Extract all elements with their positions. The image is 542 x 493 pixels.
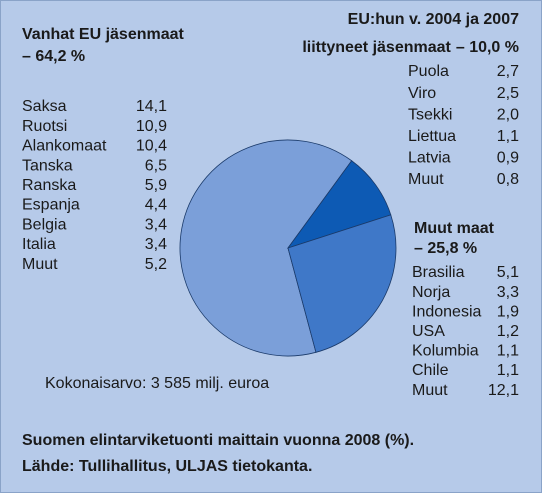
country-share: 1,1 xyxy=(497,362,519,379)
country-share: 3,3 xyxy=(497,284,519,301)
country-name: Tsekki xyxy=(408,106,452,123)
country-name: Espanja xyxy=(22,197,80,214)
country-name: USA xyxy=(412,323,445,340)
country-share: 1,2 xyxy=(497,323,519,340)
country-share: 4,4 xyxy=(145,197,167,214)
country-share: 5,2 xyxy=(145,256,167,273)
country-share: 2,5 xyxy=(497,85,519,102)
group-heading: Muut maat xyxy=(414,220,495,237)
group-heading: liittyneet jäsenmaat – 10,0 % xyxy=(302,39,519,56)
country-share: 2,0 xyxy=(497,106,519,123)
country-name: Alankomaat xyxy=(22,138,107,155)
group-share: – 10,0 % xyxy=(456,39,519,56)
country-share: 5,1 xyxy=(497,264,519,281)
country-name: Saksa xyxy=(22,98,67,115)
country-share: 1,1 xyxy=(497,128,519,145)
country-share: 10,9 xyxy=(136,118,167,135)
country-name: Liettua xyxy=(408,128,456,145)
group-heading: Vanhat EU jäsenmaat xyxy=(22,26,185,43)
group-heading-part: EU:hun v. 2004 ja 2007 xyxy=(348,11,519,28)
country-share: 0,9 xyxy=(497,150,519,167)
country-name: Indonesia xyxy=(412,303,481,320)
country-share: 12,1 xyxy=(488,382,519,399)
country-share: 5,9 xyxy=(145,177,167,194)
country-name: Italia xyxy=(22,236,56,253)
caption: Lähde: Tullihallitus, ULJAS tietokanta. xyxy=(22,458,312,475)
country-name: Muut xyxy=(412,382,448,399)
country-name: Kolumbia xyxy=(412,343,479,360)
country-name: Norja xyxy=(412,284,450,301)
pie-slice xyxy=(179,139,353,357)
group-share: – 64,2 % xyxy=(22,48,85,65)
country-name: Tanska xyxy=(22,157,73,174)
total-note: Kokonaisarvo: 3 585 milj. euroa xyxy=(45,375,269,392)
country-name: Ranska xyxy=(22,177,76,194)
country-share: 3,4 xyxy=(145,236,167,253)
country-name: Chile xyxy=(412,362,449,379)
country-share: 14,1 xyxy=(136,98,167,115)
group-heading-part: liittyneet jäsenmaat xyxy=(302,39,451,56)
group-share: – 25,8 % xyxy=(414,240,477,257)
pie-slice xyxy=(287,214,397,353)
country-share: 1,1 xyxy=(497,343,519,360)
country-name: Latvia xyxy=(408,150,451,167)
country-name: Ruotsi xyxy=(22,118,67,135)
country-name: Viro xyxy=(408,85,436,102)
country-name: Muut xyxy=(408,171,444,188)
group-heading: EU:hun v. 2004 ja 2007 xyxy=(348,11,519,28)
country-name: Brasilia xyxy=(412,264,465,281)
country-share: 2,7 xyxy=(497,63,519,80)
country-share: 3,4 xyxy=(145,216,167,233)
country-share: 10,4 xyxy=(136,138,167,155)
caption: Suomen elintarviketuonti maittain vuonna… xyxy=(22,432,414,449)
country-share: 1,9 xyxy=(497,303,519,320)
group-heading-part: Muut maat xyxy=(414,220,495,237)
country-share: 0,8 xyxy=(497,171,519,188)
country-name: Puola xyxy=(408,63,449,80)
group-heading-part: Vanhat EU jäsenmaat xyxy=(22,26,185,43)
country-name: Belgia xyxy=(22,216,67,233)
country-share: 6,5 xyxy=(145,157,167,174)
country-name: Muut xyxy=(22,256,58,273)
